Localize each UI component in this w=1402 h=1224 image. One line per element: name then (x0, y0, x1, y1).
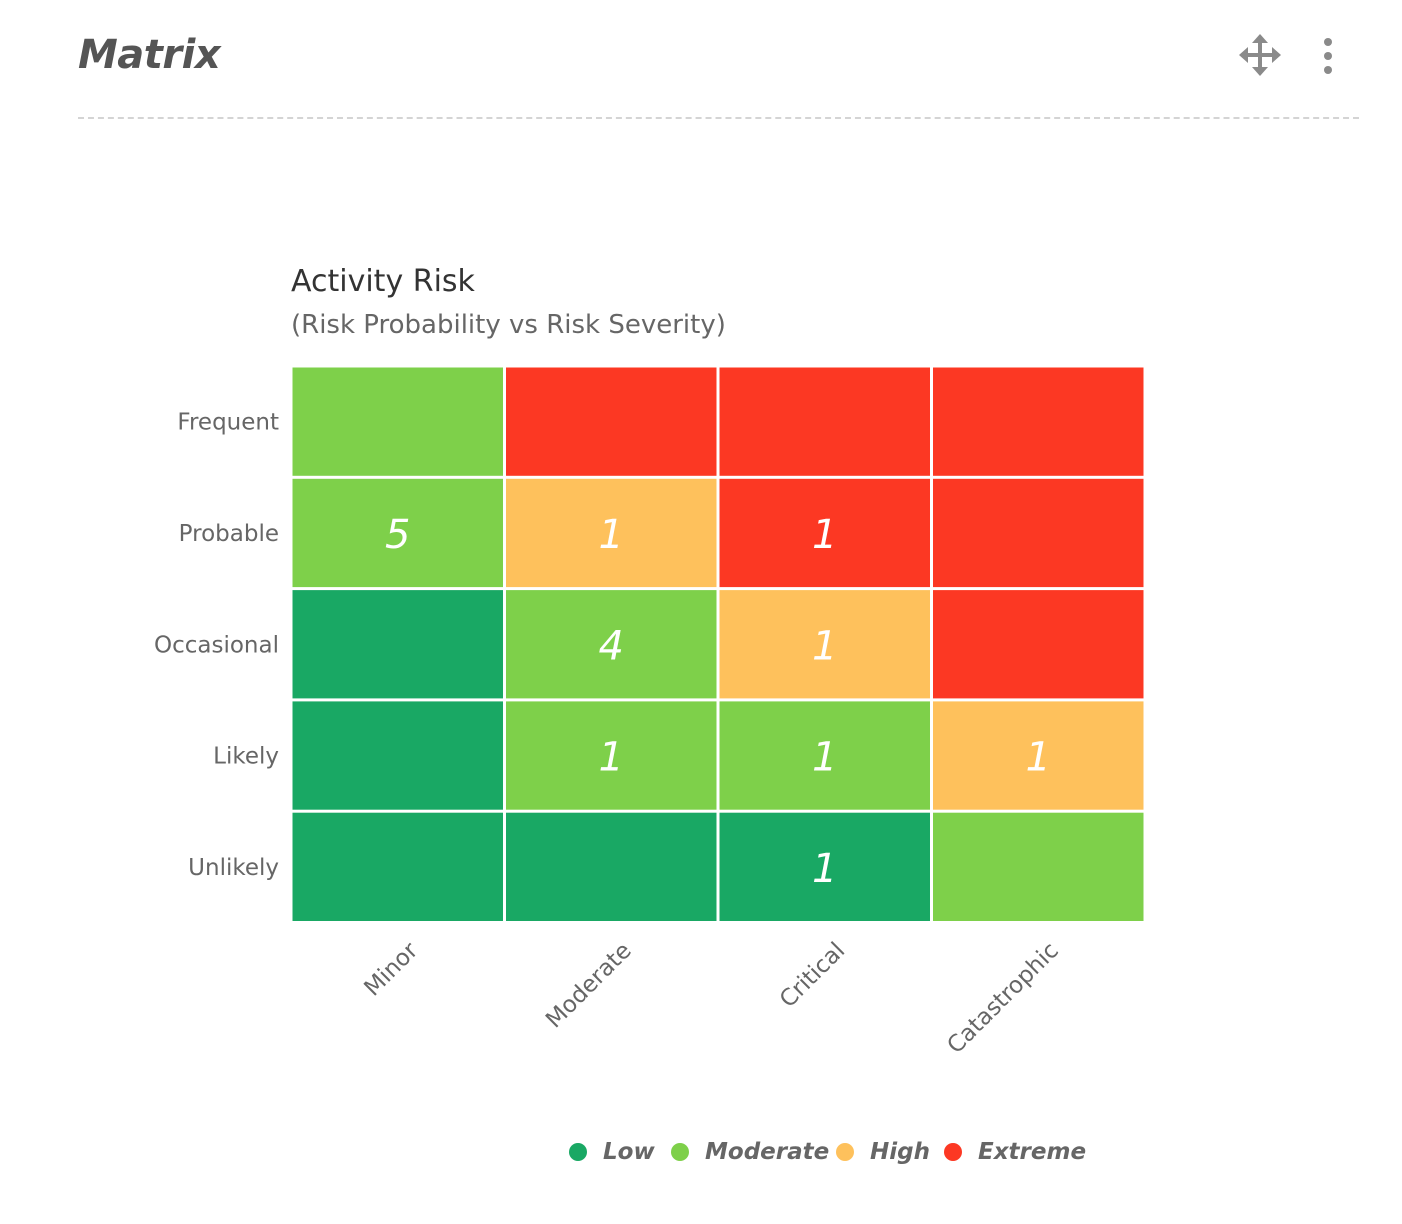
move-arrows-icon (1239, 34, 1281, 76)
legend-label-extreme: Extreme (978, 1139, 1087, 1165)
count-probable-moderate: 1 (599, 512, 624, 558)
count-probable-critical: 1 (812, 512, 837, 558)
y-label-occasional: Occasional (154, 632, 279, 658)
legend-label-high: High (870, 1139, 930, 1165)
heatmap-cells (292, 367, 1144, 921)
widget-title: Matrix (78, 32, 221, 78)
count-likely-moderate: 1 (599, 735, 624, 781)
widget-header: Matrix (78, 20, 1359, 119)
x-label-minor: Minor (359, 937, 423, 1001)
cell-unlikely-moderate[interactable] (506, 812, 717, 921)
cell-frequent-catastrophic[interactable] (933, 367, 1144, 476)
heatmap-counts: 5 1 1 4 1 1 1 1 1 (385, 512, 1051, 892)
cell-frequent-moderate[interactable] (506, 367, 717, 476)
legend-item-high[interactable]: High (836, 1132, 930, 1172)
legend-dot-moderate (671, 1143, 689, 1161)
cell-frequent-minor[interactable] (292, 367, 504, 476)
cell-likely-catastrophic[interactable] (933, 701, 1144, 810)
cell-unlikely-minor[interactable] (292, 812, 504, 921)
cell-probable-critical[interactable] (719, 478, 931, 588)
count-occasional-moderate: 4 (599, 623, 624, 669)
legend-label-low: Low (603, 1139, 655, 1165)
count-occasional-critical: 1 (812, 623, 837, 669)
x-label-catastrophic: Catastrophic (943, 938, 1064, 1059)
cell-frequent-critical[interactable] (719, 367, 931, 476)
cell-occasional-catastrophic[interactable] (933, 590, 1144, 699)
y-label-likely: Likely (213, 744, 279, 770)
legend-item-low[interactable]: Low (569, 1132, 655, 1172)
y-axis-labels: Frequent Probable Occasional Likely Unlikely (154, 410, 279, 881)
more-options-button[interactable] (1314, 36, 1342, 76)
legend: Low Moderate High Extreme (0, 1132, 1402, 1172)
cell-unlikely-critical[interactable] (719, 812, 931, 921)
x-label-moderate: Moderate (541, 938, 637, 1034)
legend-dot-high (836, 1143, 854, 1161)
cell-likely-moderate[interactable] (506, 701, 717, 810)
y-label-frequent: Frequent (177, 410, 279, 436)
cell-unlikely-catastrophic[interactable] (933, 812, 1144, 921)
cell-likely-minor[interactable] (292, 701, 504, 810)
chart-subtitle: (Risk Probability vs Risk Severity) (291, 310, 726, 340)
x-axis-labels: Minor Moderate Critical Catastrophic (359, 937, 1063, 1059)
count-unlikely-critical: 1 (812, 846, 837, 892)
legend-dot-extreme (944, 1143, 962, 1161)
legend-dot-low (569, 1143, 587, 1161)
legend-label-moderate: Moderate (705, 1139, 830, 1165)
count-probable-minor: 5 (385, 512, 410, 558)
cell-occasional-critical[interactable] (719, 590, 931, 699)
cell-likely-critical[interactable] (719, 701, 931, 810)
legend-item-extreme[interactable]: Extreme (944, 1132, 1086, 1172)
legend-item-moderate[interactable]: Moderate (671, 1132, 829, 1172)
count-likely-catastrophic: 1 (1026, 735, 1051, 781)
cell-probable-catastrophic[interactable] (933, 478, 1144, 588)
move-button[interactable] (1238, 33, 1282, 77)
cell-probable-minor[interactable] (292, 478, 504, 588)
y-label-unlikely: Unlikely (188, 855, 279, 881)
chart-title: Activity Risk (291, 264, 476, 299)
vertical-ellipsis-icon (1324, 38, 1332, 74)
cell-probable-moderate[interactable] (506, 478, 717, 588)
x-label-critical: Critical (775, 938, 850, 1013)
cell-occasional-minor[interactable] (292, 590, 504, 699)
count-likely-critical: 1 (812, 735, 837, 781)
y-label-probable: Probable (179, 521, 279, 547)
cell-occasional-moderate[interactable] (506, 590, 717, 699)
